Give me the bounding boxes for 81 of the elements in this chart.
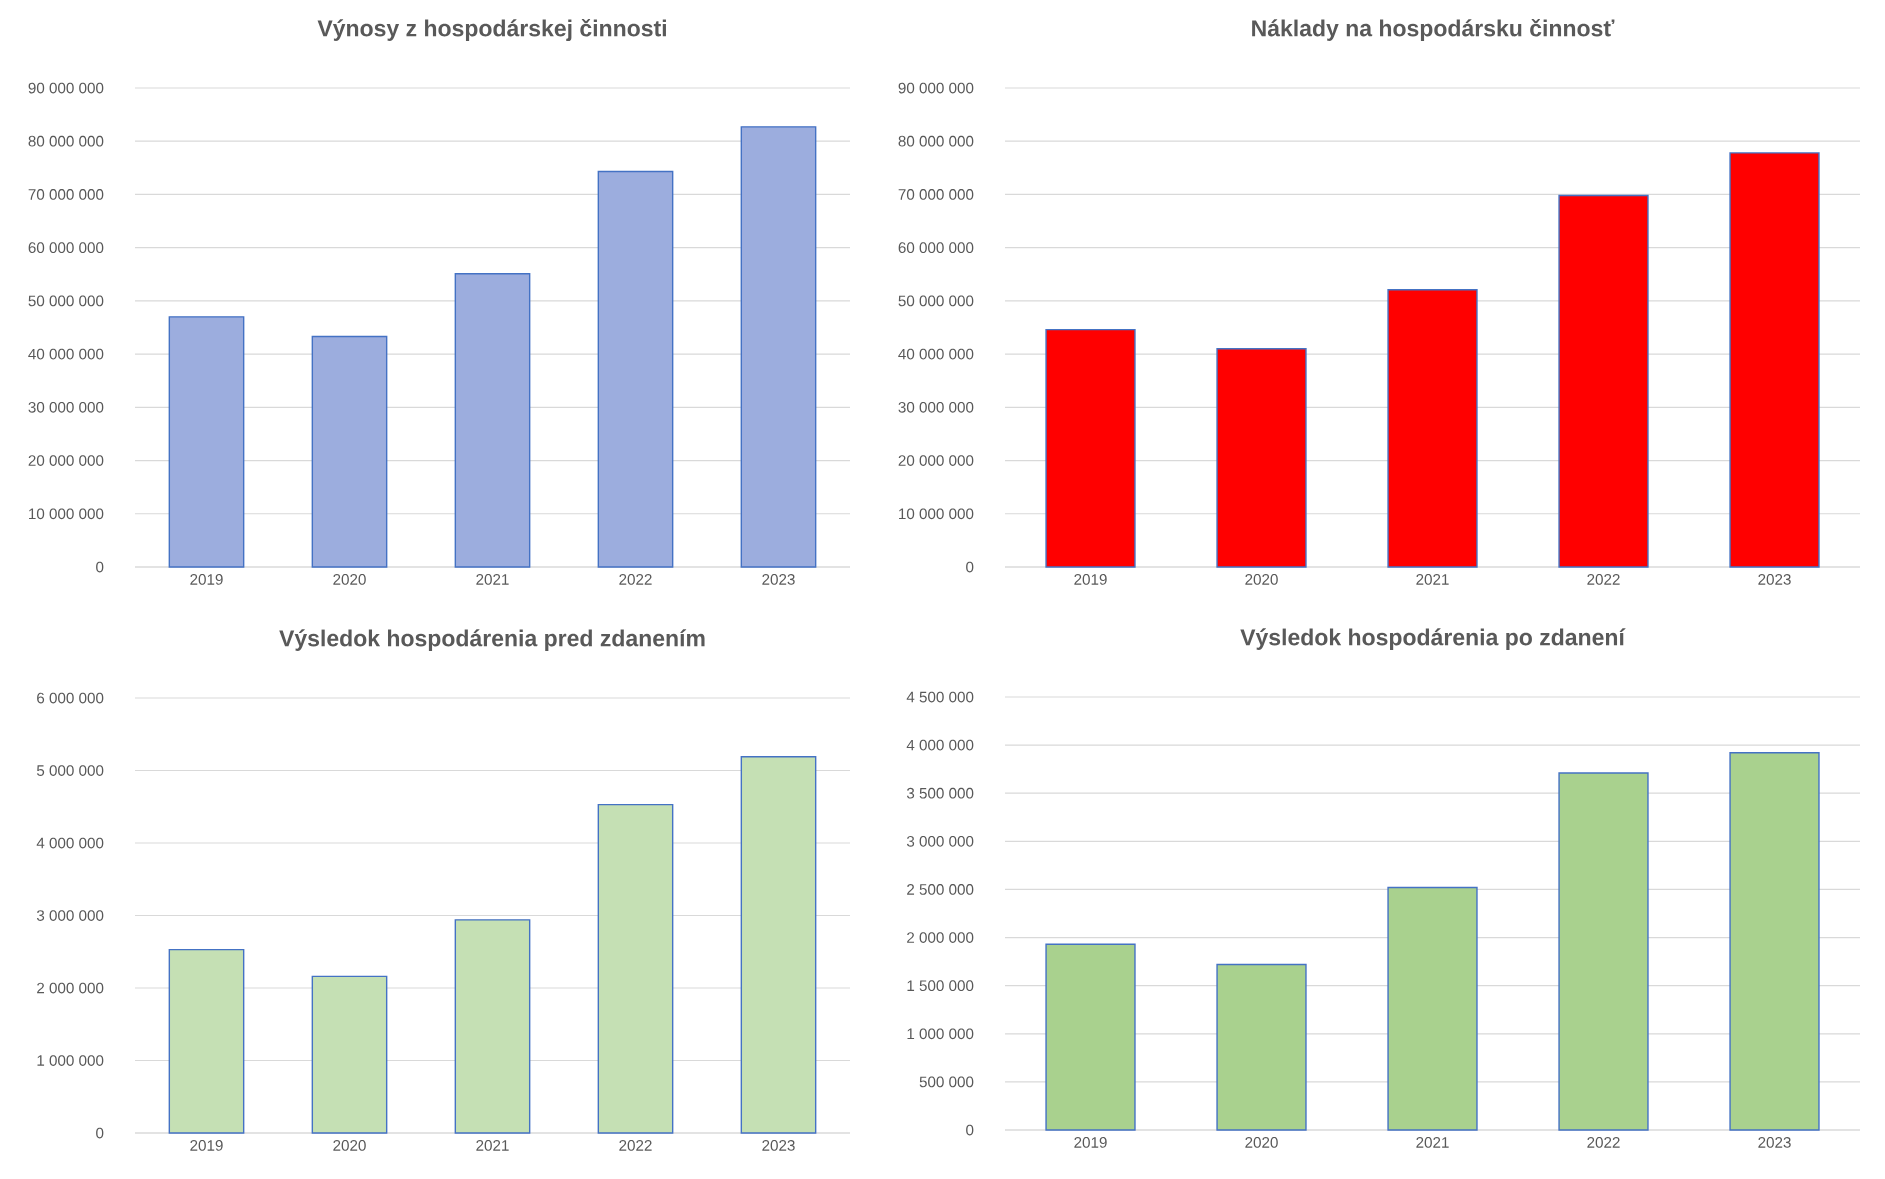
x-tick-label: 2019 (190, 1140, 223, 1151)
bar (168, 316, 245, 568)
x-tick-label: 2019 (1074, 1137, 1107, 1148)
bar (454, 273, 531, 568)
y-tick-label: 70 000 000 (28, 189, 104, 200)
y-tick-label: 60 000 000 (28, 242, 104, 254)
y-tick-label: 10 000 000 (899, 508, 974, 520)
y-tick-label: 0 (96, 561, 104, 573)
bar (311, 335, 388, 568)
chart-title: Náklady na hospodársku činnosť (1252, 19, 1615, 42)
x-tick-label: 2020 (1245, 574, 1278, 585)
bar (1729, 752, 1820, 1131)
y-tick-label: 4 000 000 (906, 739, 974, 751)
y-tick-label: 1 000 000 (907, 1028, 974, 1040)
bar (454, 919, 531, 1134)
x-tick-label: 2019 (190, 574, 223, 585)
bar (1387, 289, 1478, 568)
y-tick-label: 2 500 000 (907, 884, 974, 895)
y-tick-label: 3 000 000 (36, 910, 104, 921)
x-tick-label: 2021 (1416, 1137, 1449, 1148)
y-tick-label: 2 000 000 (907, 932, 974, 943)
x-tick-label: 2023 (762, 574, 795, 585)
y-tick-label: 70 000 000 (898, 189, 974, 200)
bar (311, 975, 388, 1134)
bar (1045, 328, 1136, 568)
bar (597, 170, 674, 568)
x-tick-label: 2023 (1758, 1137, 1791, 1148)
y-tick-label: 50 000 000 (28, 295, 104, 307)
bar (1558, 772, 1649, 1131)
y-tick-label: 80 000 000 (898, 135, 974, 147)
bar (1558, 194, 1649, 568)
bar (1729, 152, 1820, 568)
x-tick-label: 2021 (476, 1140, 509, 1151)
y-tick-label: 40 000 000 (898, 348, 974, 360)
x-tick-label: 2020 (333, 574, 366, 585)
y-tick-label: 40 000 000 (28, 348, 104, 360)
y-tick-label: 0 (966, 1124, 974, 1136)
x-tick-label: 2022 (619, 574, 652, 585)
x-tick-label: 2020 (1245, 1137, 1278, 1148)
y-tick-label: 0 (966, 561, 974, 573)
y-tick-label: 20 000 000 (898, 455, 974, 466)
x-tick-label: 2020 (333, 1140, 366, 1151)
y-tick-label: 50 000 000 (898, 295, 974, 307)
x-tick-label: 2022 (1587, 574, 1620, 585)
y-tick-label: 2 000 000 (37, 982, 104, 994)
y-tick-label: 30 000 000 (898, 401, 974, 413)
chart-title: Výsledok hospodárenia pred zdanením (279, 629, 705, 652)
y-tick-label: 5 000 000 (36, 765, 104, 776)
y-tick-label: 90 000 000 (898, 82, 974, 94)
chart-title: Výnosy z hospodárskej činnosti (317, 19, 666, 42)
y-tick-label: 30 000 000 (28, 401, 104, 413)
y-tick-label: 500 000 (919, 1076, 974, 1088)
bar (740, 756, 817, 1134)
bar (1216, 963, 1307, 1131)
y-tick-label: 4 000 000 (36, 837, 104, 849)
y-tick-label: 3 000 000 (906, 835, 974, 847)
y-tick-label: 60 000 000 (898, 242, 974, 254)
y-tick-label: 90 000 000 (28, 82, 104, 94)
y-tick-label: 1 500 000 (907, 980, 974, 992)
y-tick-label: 20 000 000 (28, 455, 104, 466)
bar (1387, 886, 1478, 1131)
y-tick-label: 0 (96, 1127, 104, 1139)
y-tick-label: 3 500 000 (906, 787, 974, 799)
y-tick-label: 1 000 000 (37, 1055, 104, 1066)
y-tick-label: 10 000 000 (29, 508, 104, 520)
x-tick-label: 2021 (476, 574, 509, 585)
y-tick-label: 4 500 000 (906, 691, 974, 703)
bar (1045, 943, 1136, 1131)
x-tick-label: 2023 (762, 1140, 795, 1151)
x-tick-label: 2019 (1074, 574, 1107, 585)
x-tick-label: 2022 (1587, 1137, 1620, 1148)
x-tick-label: 2021 (1416, 574, 1449, 585)
x-tick-label: 2022 (619, 1140, 652, 1151)
y-tick-label: 80 000 000 (28, 135, 104, 147)
x-tick-label: 2023 (1758, 574, 1791, 585)
chart-title: Výsledok hospodárenia po zdanení (1240, 628, 1626, 651)
y-tick-label: 6 000 000 (37, 692, 104, 704)
bar (168, 948, 245, 1134)
bar (740, 126, 817, 568)
bar (597, 803, 674, 1134)
bar (1216, 348, 1307, 568)
